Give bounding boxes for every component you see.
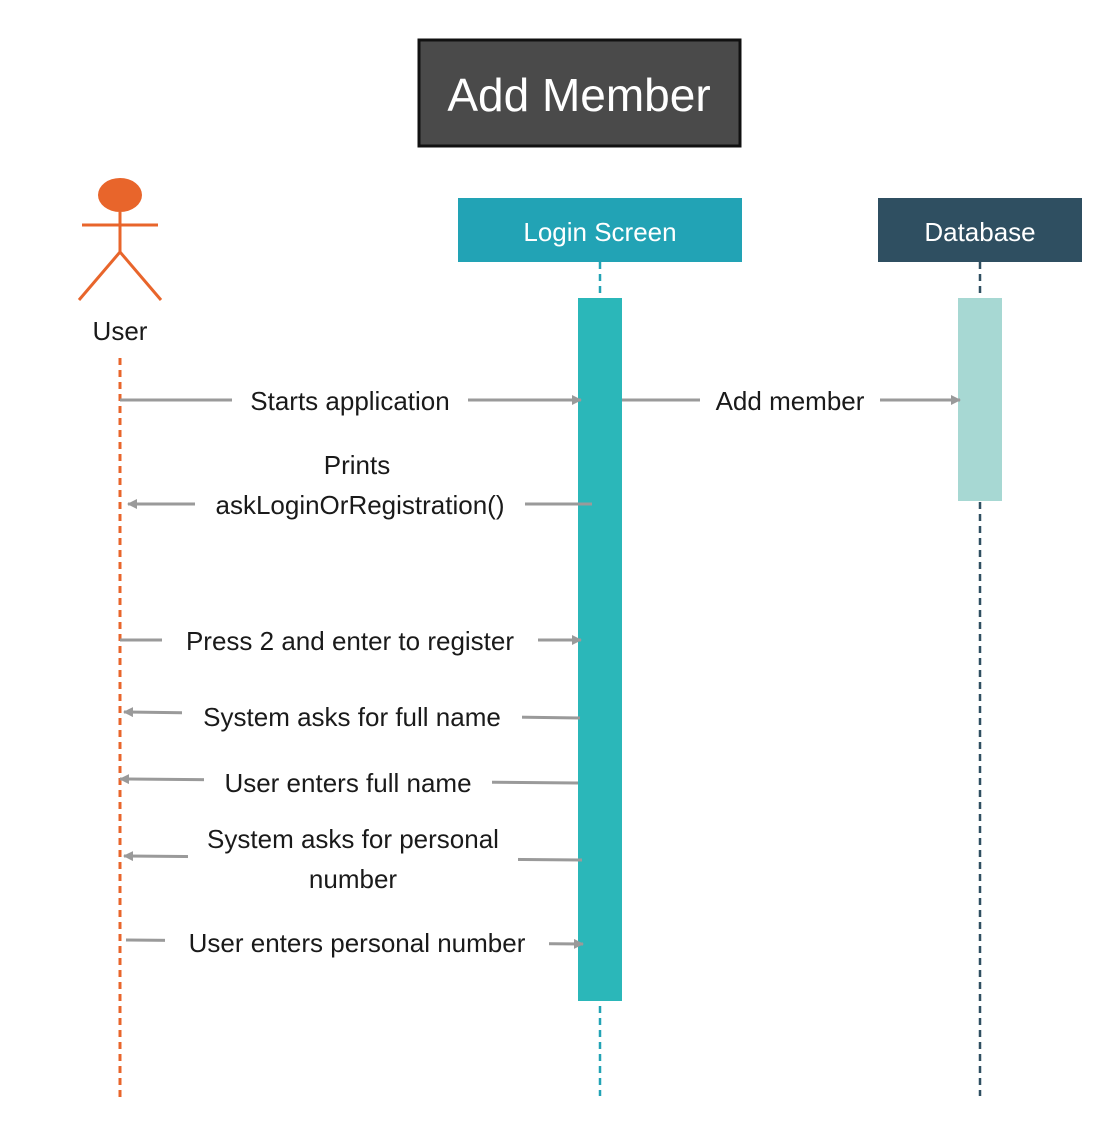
user-actor-icon (77, 178, 163, 301)
message-label-line-2: number (309, 864, 397, 894)
message-label: Add member (716, 386, 865, 416)
message-user-enters-full-name: User enters full name (119, 764, 579, 802)
message-system-asks-personal-number: System asks for personal number (123, 824, 583, 894)
message-label-line-2: askLoginOrRegistration() (215, 490, 504, 520)
message-label: User enters personal number (189, 928, 526, 958)
database-header: Database (878, 198, 1082, 262)
diagram-title-box: Add Member (417, 38, 742, 148)
message-label-line-1: Prints (324, 450, 390, 480)
user-actor-label: User (93, 316, 148, 346)
message-add-member: Add member (622, 382, 961, 420)
message-starts-application: Starts application (120, 382, 582, 420)
database-header-label: Database (924, 217, 1035, 247)
diagram-title: Add Member (447, 69, 710, 121)
message-press-2-register: Press 2 and enter to register (120, 622, 582, 660)
message-label: Starts application (250, 386, 449, 416)
message-prints-ask-login-or-registration: Prints askLoginOrRegistration() (127, 450, 592, 524)
message-user-enters-personal-number: User enters personal number (125, 924, 584, 962)
message-system-asks-full-name: System asks for full name (123, 698, 581, 738)
actor-left-leg (77, 251, 122, 301)
actor-head (98, 178, 142, 212)
login-screen-activation-bar (578, 298, 622, 1001)
login-screen-header-label: Login Screen (523, 217, 676, 247)
message-label: Press 2 and enter to register (186, 626, 514, 656)
message-label: System asks for full name (203, 702, 501, 732)
login-screen-header: Login Screen (458, 198, 742, 262)
actor-right-leg (118, 251, 163, 301)
database-activation-bar (958, 298, 1002, 501)
message-label-line-1: System asks for personal (207, 824, 499, 854)
message-label: User enters full name (224, 768, 471, 798)
